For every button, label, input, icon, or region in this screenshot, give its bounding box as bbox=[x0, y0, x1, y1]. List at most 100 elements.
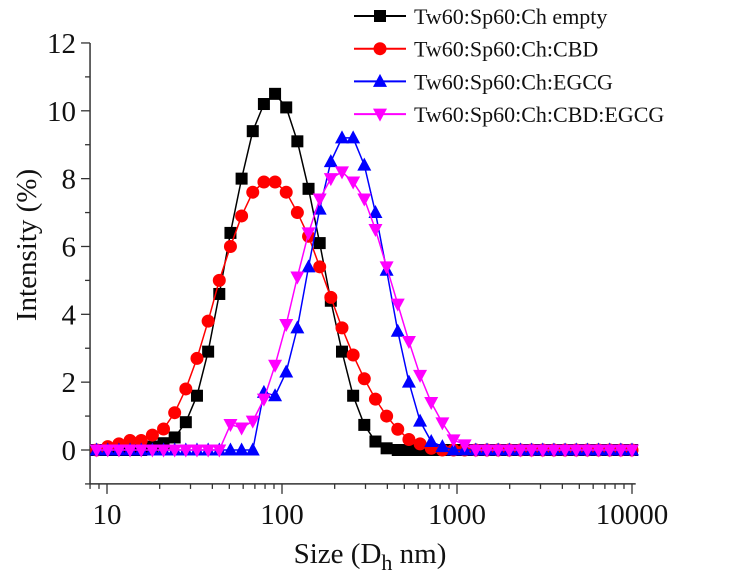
data-point bbox=[402, 444, 415, 456]
data-point bbox=[491, 444, 506, 458]
data-point bbox=[413, 413, 428, 427]
data-point bbox=[280, 101, 293, 114]
data-point bbox=[190, 351, 204, 365]
x-tick-label: 1000 bbox=[428, 499, 486, 531]
data-point bbox=[279, 318, 294, 332]
data-point bbox=[313, 260, 327, 274]
axes: 10 100 1000 10000 0 2 4 6 8 10 12 bbox=[47, 28, 668, 531]
data-point bbox=[223, 419, 238, 433]
data-point bbox=[123, 444, 138, 458]
data-point bbox=[246, 185, 260, 199]
series-3 bbox=[89, 130, 639, 456]
data-point bbox=[380, 442, 393, 455]
y-tick-label: 6 bbox=[62, 231, 77, 263]
data-point bbox=[424, 397, 439, 411]
series-1 bbox=[90, 87, 638, 456]
data-point bbox=[245, 415, 260, 429]
legend: Tw60:Sp60:Ch empty Tw60:Sp60:Ch:CBD Tw60:S… bbox=[354, 4, 664, 127]
data-point bbox=[391, 422, 405, 436]
x-tick-label: 100 bbox=[260, 499, 304, 531]
data-point bbox=[591, 444, 606, 458]
data-point bbox=[245, 442, 260, 456]
data-point bbox=[335, 321, 349, 335]
data-point bbox=[435, 417, 450, 431]
data-point bbox=[145, 428, 159, 442]
data-point bbox=[401, 335, 416, 349]
data-point bbox=[301, 227, 316, 241]
data-point bbox=[268, 175, 282, 189]
data-point bbox=[212, 273, 226, 287]
series-layer bbox=[89, 87, 639, 458]
y-tick-label: 10 bbox=[47, 96, 76, 128]
data-point bbox=[235, 172, 248, 185]
data-point bbox=[435, 439, 450, 453]
data-point bbox=[546, 444, 561, 458]
data-point bbox=[290, 271, 305, 285]
data-point bbox=[201, 444, 216, 458]
data-point bbox=[558, 444, 573, 458]
data-point bbox=[446, 434, 461, 448]
data-point bbox=[413, 369, 428, 383]
data-point bbox=[346, 130, 361, 144]
data-point bbox=[346, 176, 361, 190]
series-4 bbox=[89, 166, 639, 458]
legend-item: Tw60:Sp60:Ch:EGCG bbox=[354, 69, 613, 94]
data-point bbox=[179, 416, 192, 429]
data-point bbox=[602, 444, 617, 458]
legend-marker bbox=[373, 42, 387, 56]
y-tick-label: 2 bbox=[62, 367, 77, 399]
data-point bbox=[524, 444, 539, 458]
data-point bbox=[369, 435, 382, 448]
data-point bbox=[156, 444, 171, 458]
x-tick-label: 10 bbox=[93, 499, 122, 531]
series-2 bbox=[90, 175, 639, 457]
legend-item: Tw60:Sp60:Ch:CBD:EGCG bbox=[354, 102, 664, 127]
data-point bbox=[480, 444, 495, 458]
data-point bbox=[167, 444, 182, 458]
data-point bbox=[291, 135, 304, 148]
data-point bbox=[234, 442, 249, 456]
data-point bbox=[168, 406, 182, 420]
data-point bbox=[580, 444, 595, 458]
data-point bbox=[625, 444, 639, 458]
data-point bbox=[368, 205, 383, 219]
data-point bbox=[100, 444, 115, 458]
data-point bbox=[223, 239, 237, 253]
legend-item: Tw60:Sp60:Ch:CBD bbox=[354, 37, 598, 62]
data-point bbox=[89, 444, 104, 458]
x-axis-title: Size (Dh nm) bbox=[294, 538, 447, 575]
data-point bbox=[379, 261, 394, 275]
y-tick-label: 4 bbox=[62, 299, 77, 331]
data-point bbox=[357, 157, 372, 171]
data-point bbox=[513, 444, 528, 458]
data-point bbox=[569, 444, 584, 458]
data-point bbox=[313, 237, 326, 250]
data-point bbox=[390, 323, 405, 337]
data-point bbox=[380, 409, 394, 423]
data-point bbox=[391, 444, 404, 456]
data-point bbox=[424, 434, 439, 448]
data-point bbox=[468, 444, 483, 458]
data-point bbox=[413, 437, 427, 451]
data-point bbox=[212, 444, 227, 458]
y-tick-label: 12 bbox=[47, 28, 76, 60]
data-point bbox=[234, 422, 249, 436]
y-axis-title: Intensity (%) bbox=[11, 169, 43, 321]
data-point bbox=[302, 182, 315, 195]
data-point bbox=[157, 422, 171, 436]
data-point bbox=[201, 314, 215, 328]
legend-label: Tw60:Sp60:Ch:EGCG bbox=[414, 69, 613, 94]
data-point bbox=[268, 359, 283, 373]
data-point bbox=[323, 173, 338, 187]
data-point bbox=[257, 98, 270, 111]
legend-item: Tw60:Sp60:Ch empty bbox=[354, 4, 607, 29]
series-line bbox=[96, 92, 632, 451]
data-point bbox=[368, 224, 383, 238]
data-point bbox=[178, 444, 193, 458]
data-point bbox=[256, 393, 271, 407]
data-point bbox=[134, 434, 148, 448]
data-point bbox=[334, 130, 349, 144]
y-tick-label: 8 bbox=[62, 164, 77, 196]
